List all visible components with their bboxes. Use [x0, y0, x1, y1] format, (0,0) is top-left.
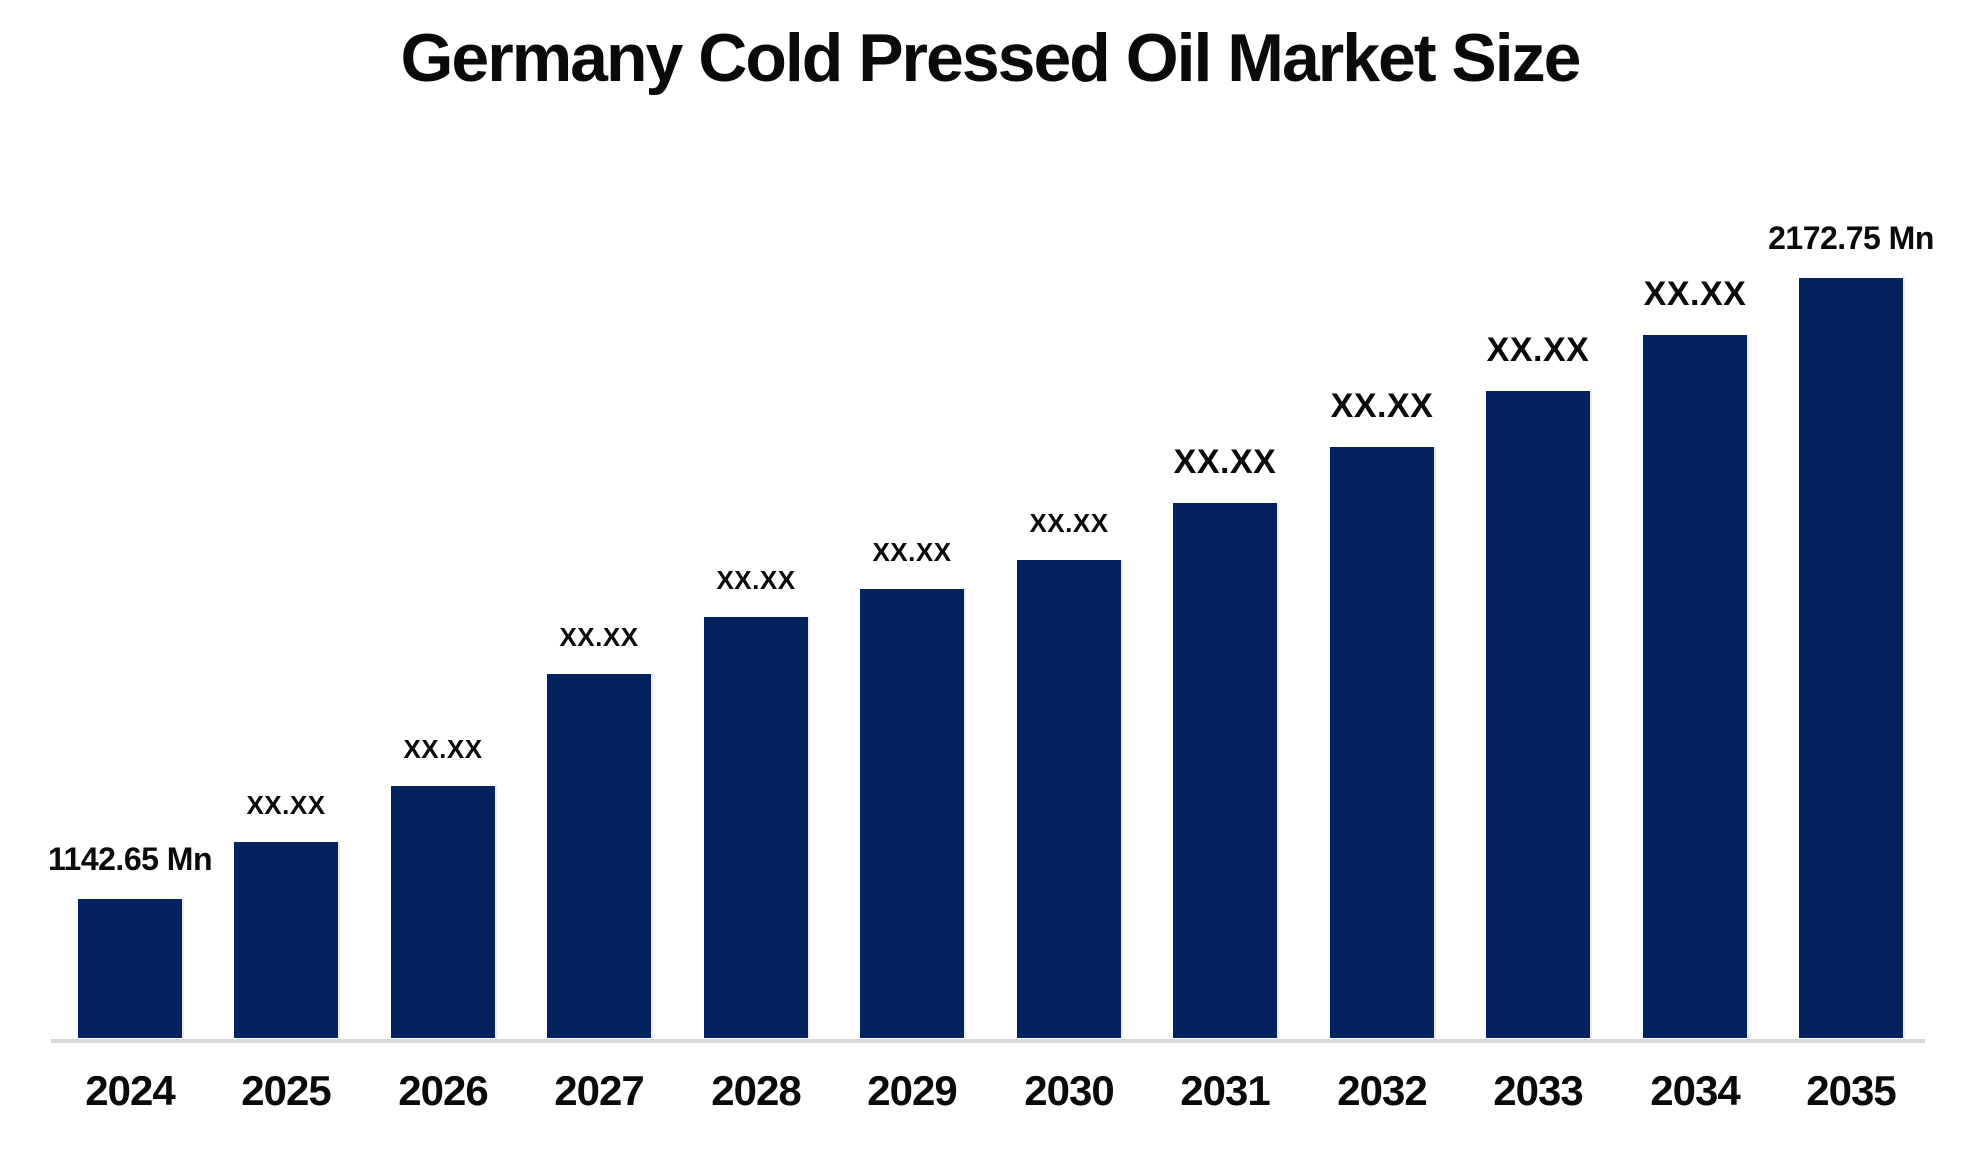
x-axis-tick-2030: 2030 — [1024, 1067, 1114, 1114]
bar-2034 — [1643, 335, 1747, 1038]
x-axis-tick-2029: 2029 — [867, 1067, 957, 1114]
bar-2025 — [234, 842, 338, 1038]
x-axis-tick-2035: 2035 — [1806, 1067, 1896, 1114]
bar-value-label-2028: XX.XX — [716, 565, 796, 595]
bar-value-label-2024: 1142.65 Mn — [48, 841, 213, 877]
plot-area: 1142.65 Mn XX.XX XX.XX XX.XX XX.XX XX.XX XX.XX… — [48, 220, 1934, 1038]
bar-2031 — [1173, 503, 1277, 1038]
x-axis-tick-2025: 2025 — [241, 1067, 331, 1114]
x-axis-tick-2026: 2026 — [398, 1067, 488, 1114]
x-axis-tick-2032: 2032 — [1337, 1067, 1427, 1114]
x-axis-line — [51, 1039, 1925, 1043]
bar-2035 — [1799, 278, 1903, 1038]
bar-2029 — [860, 589, 964, 1038]
bar-value-label-2032: XX.XX — [1330, 387, 1434, 425]
x-axis-tick-2027: 2027 — [554, 1067, 644, 1114]
bar-2024 — [78, 899, 182, 1038]
x-axis-tick-2028: 2028 — [711, 1067, 801, 1114]
x-axis-tick-2033: 2033 — [1493, 1067, 1583, 1114]
bar-value-label-2030: XX.XX — [1029, 508, 1109, 538]
bar-value-label-2027: XX.XX — [559, 622, 639, 652]
bar-2028 — [704, 617, 808, 1038]
x-axis-tick-2031: 2031 — [1180, 1067, 1270, 1114]
bar-2027 — [547, 674, 651, 1038]
bar-value-label-2025: XX.XX — [246, 790, 326, 820]
bar-value-label-2033: XX.XX — [1486, 331, 1590, 369]
bar-2026 — [391, 786, 495, 1038]
bar-value-label-2026: XX.XX — [403, 734, 483, 764]
bar-value-label-2035: 2172.75 Mn — [1768, 220, 1934, 256]
bar-value-label-2031: XX.XX — [1173, 443, 1277, 481]
chart-title: Germany Cold Pressed Oil Market Size — [400, 20, 1582, 96]
x-axis-tick-2034: 2034 — [1650, 1067, 1740, 1114]
bar-2030 — [1017, 560, 1121, 1038]
bar-value-label-2034: XX.XX — [1643, 275, 1747, 313]
bar-2033 — [1486, 391, 1590, 1038]
bar-value-label-2029: XX.XX — [872, 537, 952, 567]
x-axis-tick-2024: 2024 — [85, 1067, 175, 1114]
bar-2032 — [1330, 447, 1434, 1038]
